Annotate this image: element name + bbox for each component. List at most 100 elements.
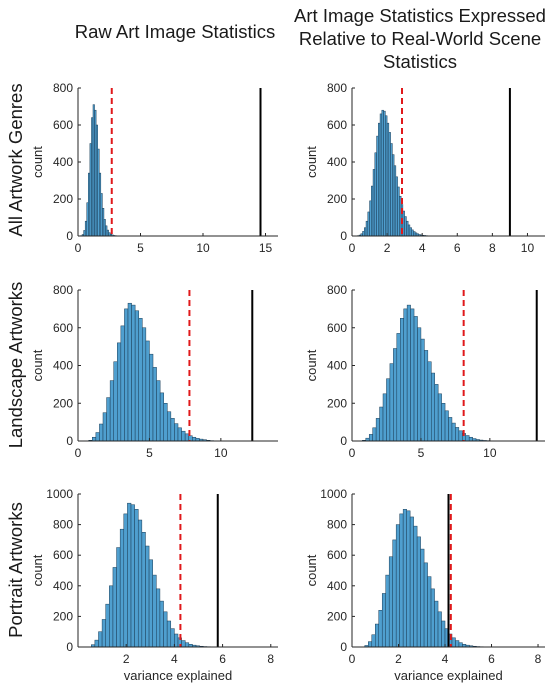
y-tick-label: 0 [340,640,347,654]
histogram-bar [386,122,390,237]
histogram-bar [385,115,388,237]
histogram-bar [131,304,136,442]
x-tick-label: 6 [454,241,461,255]
histogram-bar [434,600,439,648]
histogram-bar [409,516,414,648]
histogram-bar [152,367,157,442]
histogram-bar [444,410,449,442]
x-tick-label: 0 [75,446,82,460]
histogram-bar [379,113,383,237]
x-tick-label: 0 [75,241,82,255]
histogram-bar [407,224,411,237]
histogram-bar [378,610,383,648]
histogram-bar [381,109,384,237]
histogram-panel-row3-col1: 0 200 400 600 800 1000 2 4 6 8 count variance expla… [30,487,278,683]
histogram-bar [156,588,161,648]
histogram-bar [368,434,373,442]
histogram-bar [174,423,179,442]
histogram-bar [163,611,168,648]
histogram-bar [152,574,157,648]
y-tick-label: 600 [327,118,347,132]
histogram-bar [406,304,411,442]
y-tick-label: 600 [53,118,73,132]
histogram-bar [375,418,380,442]
column-title-relative: Art Image Statistics Expressed Relative … [285,4,555,73]
y-tick-label: 0 [66,434,73,448]
histogram-bar [142,327,147,442]
histogram-bar [362,231,365,237]
y-tick-label: 400 [53,155,73,169]
histogram-bar [458,642,463,648]
x-tick-label: 4 [419,241,426,255]
x-tick-label: 15 [259,241,273,255]
histogram-bar [389,363,394,442]
histogram-bar [458,430,463,442]
x-tick-label: 0 [349,241,356,255]
y-tick-label: 400 [53,579,73,593]
column-title-relative-line: Statistics [382,51,458,72]
x-tick-label: 5 [418,446,425,460]
histogram-bar [402,210,405,237]
histogram-bar [406,510,411,648]
x-tick-label: 4 [442,652,449,666]
y-tick-label: 200 [327,396,347,410]
y-tick-label: 800 [53,283,73,297]
column-title-relative-line: Relative to Real-World Scene [298,28,542,49]
y-tick-label: 200 [327,192,347,206]
histogram-bar [109,585,114,648]
histogram-bar [390,143,393,237]
column-title-raw-line: Raw Art Image Statistics [74,21,276,42]
histogram-bar [396,333,401,442]
histogram-bar [134,509,139,648]
histogram-bar [137,519,143,648]
histogram-bar [423,562,428,648]
y-axis-label: count [30,146,45,178]
x-tick-label: 5 [137,241,144,255]
histogram-bar [400,318,404,442]
y-tick-label: 1000 [320,487,347,501]
histogram-bar [116,547,121,648]
histogram-bar [371,185,374,237]
histogram-bar [399,513,404,648]
histogram-bar [124,308,129,442]
histogram-bar [134,310,139,442]
x-tick-label: 0 [349,446,356,460]
y-axis-label: count [304,349,319,381]
histogram-bar [424,350,429,442]
histogram-bar [417,327,422,442]
y-tick-label: 0 [66,229,73,243]
histogram-bar [420,338,425,442]
histogram-bar [374,152,377,237]
histogram-panel-row1-col1: 0 200 400 600 800 0 5 10 15 count [30,81,278,255]
histogram-bar [101,619,106,648]
y-tick-label: 200 [53,192,73,206]
histogram-bar [130,504,135,648]
histogram-bar [367,211,370,237]
x-tick-label: 0 [349,652,356,666]
histogram-bar [392,154,395,237]
histogram-bar [119,528,125,648]
histogram-bar [427,361,432,442]
histogram-bar [381,593,386,648]
y-tick-label: 800 [53,518,73,532]
histogram-panel-row1-col2: 0 200 400 600 800 0 2 4 6 8 10 count [304,81,545,255]
histogram-bar [465,435,470,442]
histogram-bar [448,417,453,442]
y-tick-label: 200 [53,396,73,410]
histogram-bar [399,195,402,237]
histogram-bar [410,308,415,442]
x-tick-label: 4 [171,652,178,666]
x-tick-label: 8 [489,241,496,255]
histogram-bar [379,406,384,442]
histogram-bar [112,567,117,648]
x-tick-label: 2 [384,241,391,255]
histogram-bar [403,308,408,442]
histogram-bar [378,122,381,237]
histogram-bar [413,316,418,442]
histogram-bar [404,216,407,237]
histogram-bar [371,634,376,648]
histogram-bar [184,433,189,442]
y-tick-label: 600 [327,321,347,335]
histogram-bar [138,318,143,442]
histogram-bar [99,423,104,442]
